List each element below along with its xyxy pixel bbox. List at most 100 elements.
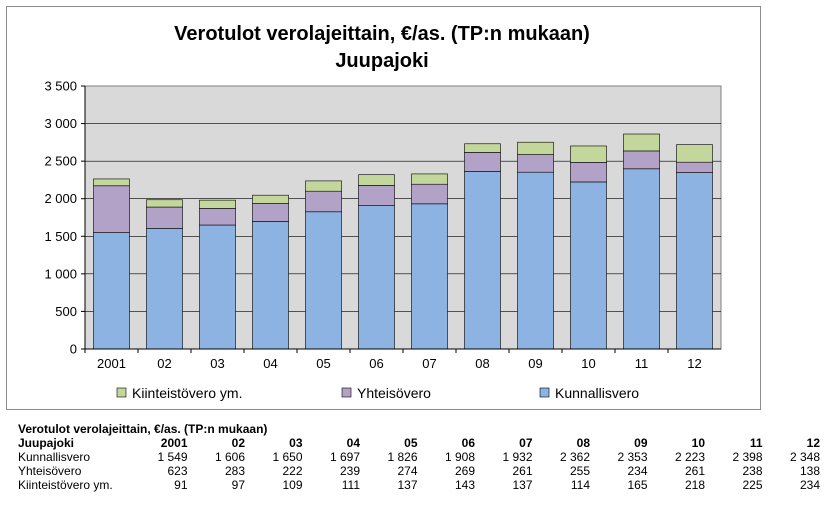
table-cell: 114 (570, 478, 590, 492)
table-cell: 137 (397, 478, 418, 492)
table-cell: 138 (799, 464, 820, 478)
data-table: Verotulot verolajeittain, €/as. (TP:n mu… (18, 422, 826, 492)
bar-segment (93, 185, 130, 233)
table-column-header: 06 (461, 436, 475, 450)
bar-segment (358, 185, 395, 206)
table-column-header: 11 (749, 436, 763, 450)
bar-segment (146, 228, 183, 350)
table-cell: 2 353 (617, 450, 648, 464)
table-title: Verotulot verolajeittain, €/as. (TP:n mu… (18, 422, 268, 436)
legend-label: Kiinteistövero ym. (132, 385, 242, 401)
bar-segment (570, 162, 607, 183)
bar-segment (199, 199, 236, 209)
bar-segment (358, 205, 395, 350)
table-header-label: Juupajoki (18, 436, 75, 450)
table-column-header: 10 (691, 436, 705, 450)
table-cell: 143 (454, 478, 475, 492)
x-tick-label: 12 (687, 356, 701, 371)
table-cell: 255 (569, 464, 590, 478)
table-cell: 274 (397, 464, 418, 478)
bar-segment (199, 208, 236, 226)
legend-label: Kunnallisvero (555, 385, 639, 401)
chart: Verotulot verolajeittain, €/as. (TP:n mu… (44, 23, 722, 401)
legend-swatch (116, 387, 127, 398)
bar-segment (252, 221, 289, 350)
table-column-header: 09 (634, 436, 648, 450)
bar-segment (411, 203, 448, 350)
bar-segment (623, 133, 660, 152)
bar-segment (358, 174, 395, 186)
y-tick-label: 3 000 (44, 116, 77, 131)
table-column-header: 2001 (160, 436, 188, 450)
bar-segment (305, 211, 342, 350)
x-tick-label: 08 (475, 356, 489, 371)
bar-segment (676, 161, 713, 173)
table-cell: 261 (512, 464, 533, 478)
table-cell: 1 826 (387, 450, 418, 464)
x-tick-label: 09 (528, 356, 542, 371)
table-cell: 218 (684, 478, 705, 492)
table-cell: 91 (174, 478, 188, 492)
table-cell: 2 348 (789, 450, 820, 464)
bar-segment (676, 172, 713, 350)
legend-label: Yhteisövero (357, 385, 431, 401)
y-tick-label: 3 500 (44, 79, 77, 94)
y-tick-label: 0 (70, 342, 77, 357)
x-tick-label: 2001 (97, 356, 126, 371)
bar-segment (93, 232, 130, 350)
bar-segment (411, 173, 448, 185)
y-tick-label: 2 000 (44, 191, 77, 206)
bar-segment (411, 183, 448, 205)
table-cell: 1 908 (444, 450, 475, 464)
bar-segment (464, 152, 501, 172)
bar-segment (464, 171, 501, 350)
table-cell: 238 (742, 464, 763, 478)
table-cell: 1 549 (157, 450, 188, 464)
chart-title: Verotulot verolajeittain, €/as. (TP:n mu… (174, 23, 590, 45)
bar-segment (305, 190, 342, 213)
bar-segment (517, 154, 554, 173)
table-cell: 234 (627, 464, 648, 478)
table-cell: 1 932 (502, 450, 533, 464)
table-body: Kunnallisvero 1 549 1 606 1 650 1 697 1 826 1 … (18, 450, 826, 492)
table-cell: 623 (167, 464, 188, 478)
table-cell: 1 606 (214, 450, 245, 464)
table-cell: 269 (454, 464, 475, 478)
plot-area: 0 500 1 000 1 500 2 000 2 500 3 000 3 500 2001 02… (44, 79, 722, 371)
chart-subtitle: Juupajoki (335, 50, 428, 72)
table-cell: 2 398 (732, 450, 763, 464)
table-row: Yhteisövero 623 283 222 239 274 269 261 255 234 26… (18, 464, 826, 478)
y-tick-label: 500 (55, 304, 77, 319)
bar-segment (93, 178, 130, 187)
x-tick-label: 03 (210, 356, 224, 371)
bar-segment (676, 144, 713, 163)
table-column-header: 12 (806, 436, 820, 450)
table-cell: 2 362 (559, 450, 590, 464)
bar-segment (305, 180, 342, 192)
table-row-label: Kiinteistövero ym. (18, 478, 113, 492)
table-cell: 1 650 (272, 450, 303, 464)
y-tick-label: 2 500 (44, 154, 77, 169)
bar-segment (252, 194, 289, 204)
x-tick-label: 07 (422, 356, 436, 371)
table-row: Kiinteistövero ym. 91 97 109 111 137 143 137 114… (18, 478, 826, 492)
table-header-row: Juupajoki 2001 02 03 04 05 06 07 08 09 10 11 12 (18, 436, 826, 450)
x-tick-label: 04 (263, 356, 277, 371)
table-cell: 109 (282, 478, 303, 492)
x-tick-label: 06 (369, 356, 383, 371)
bar-segment (570, 181, 607, 350)
table-column-header: 04 (346, 436, 360, 450)
table-column-header: 05 (404, 436, 418, 450)
table-cell: 137 (512, 478, 533, 492)
table-cell: 225 (742, 478, 763, 492)
bar-segment (570, 145, 607, 163)
x-tick-label: 05 (316, 356, 330, 371)
bar-segment (517, 171, 554, 350)
bar-segment (623, 150, 660, 170)
table-cell: 111 (341, 478, 360, 492)
bar-segment (464, 143, 501, 153)
table-column-header: 03 (289, 436, 303, 450)
table-cell: 165 (627, 478, 648, 492)
legend-swatch (539, 387, 550, 398)
table-column-header: 08 (576, 436, 590, 450)
